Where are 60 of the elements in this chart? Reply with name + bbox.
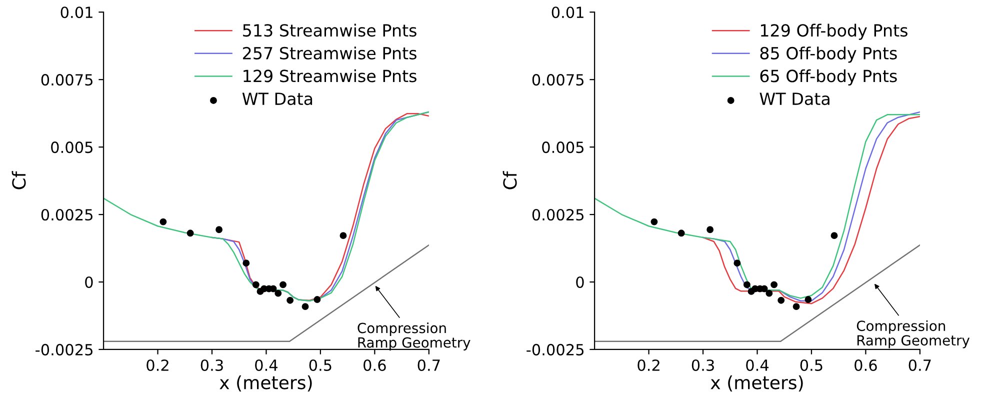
point (340, 232, 347, 240)
point (830, 232, 838, 240)
point (743, 281, 750, 288)
point (160, 218, 167, 226)
x-axis-title: x (meters) (220, 375, 312, 392)
legend-label: 513 Streamwise Pnts (243, 24, 416, 37)
annotation: Compression Ramp Geometry (856, 320, 970, 348)
point (242, 260, 250, 267)
x-axis-title: x (meters) (710, 375, 803, 392)
x-tick-label: 0.6 (364, 359, 386, 372)
point (186, 230, 194, 237)
x-tick-label: 0.2 (146, 359, 168, 372)
x-tick-label: 0.5 (309, 359, 332, 372)
x-tick-label: 0.7 (908, 359, 931, 372)
y-tick-label: 0.01 (552, 6, 584, 18)
annotation: Compression Ramp Geometry (358, 322, 470, 350)
point (286, 296, 294, 304)
y-tick-label: 0 (85, 276, 93, 288)
point (280, 281, 287, 288)
y-axis-title: Cf (502, 170, 517, 190)
x-tick-label: 0.4 (255, 359, 278, 372)
x-tick-label: 0.2 (638, 359, 660, 372)
point (734, 260, 741, 267)
legend-label: WT Data (760, 92, 830, 106)
point (770, 281, 778, 288)
y-tick-label: 0.0025 (41, 208, 92, 221)
point (804, 296, 812, 304)
y-tick-label: 0.01 (60, 6, 92, 18)
y-tick-label: 0.0025 (532, 208, 584, 221)
point (650, 218, 658, 226)
point (766, 290, 773, 297)
x-tick-label: 0.3 (200, 359, 223, 372)
y-tick-label: 0.0075 (532, 74, 584, 86)
y-tick-label: -0.0025 (526, 344, 584, 356)
legend-label: 129 Off-body Pnts (760, 24, 908, 40)
x-tick-label: 0.4 (746, 359, 769, 372)
point (778, 296, 785, 304)
x-tick-label: 0.5 (800, 359, 822, 372)
y-tick-label: 0.0075 (41, 74, 92, 86)
point (252, 281, 260, 288)
legend-label: 65 Off-body Pnts (760, 69, 897, 86)
point (792, 303, 800, 310)
legend-label: WT Data (242, 92, 312, 106)
point (302, 303, 309, 310)
point (274, 290, 282, 297)
point (706, 226, 714, 234)
y-tick-label: 0.005 (542, 142, 584, 154)
point (216, 226, 223, 234)
x-tick-label: 0.6 (854, 359, 877, 372)
x-tick-label: 0.7 (418, 359, 440, 372)
y-tick-label: 0 (576, 276, 584, 288)
y-axis-title: Cf (12, 170, 26, 190)
y-tick-label: -0.0025 (36, 344, 92, 356)
y-tick-label: 0.005 (51, 142, 92, 154)
legend-label: 257 Streamwise Pnts (243, 46, 416, 60)
legend-label: 129 Streamwise Pnts (244, 69, 416, 82)
x-tick-label: 0.3 (692, 359, 714, 372)
point (678, 230, 685, 237)
legend-label: 85 Off-body Pnts (760, 46, 897, 63)
point (314, 296, 321, 304)
